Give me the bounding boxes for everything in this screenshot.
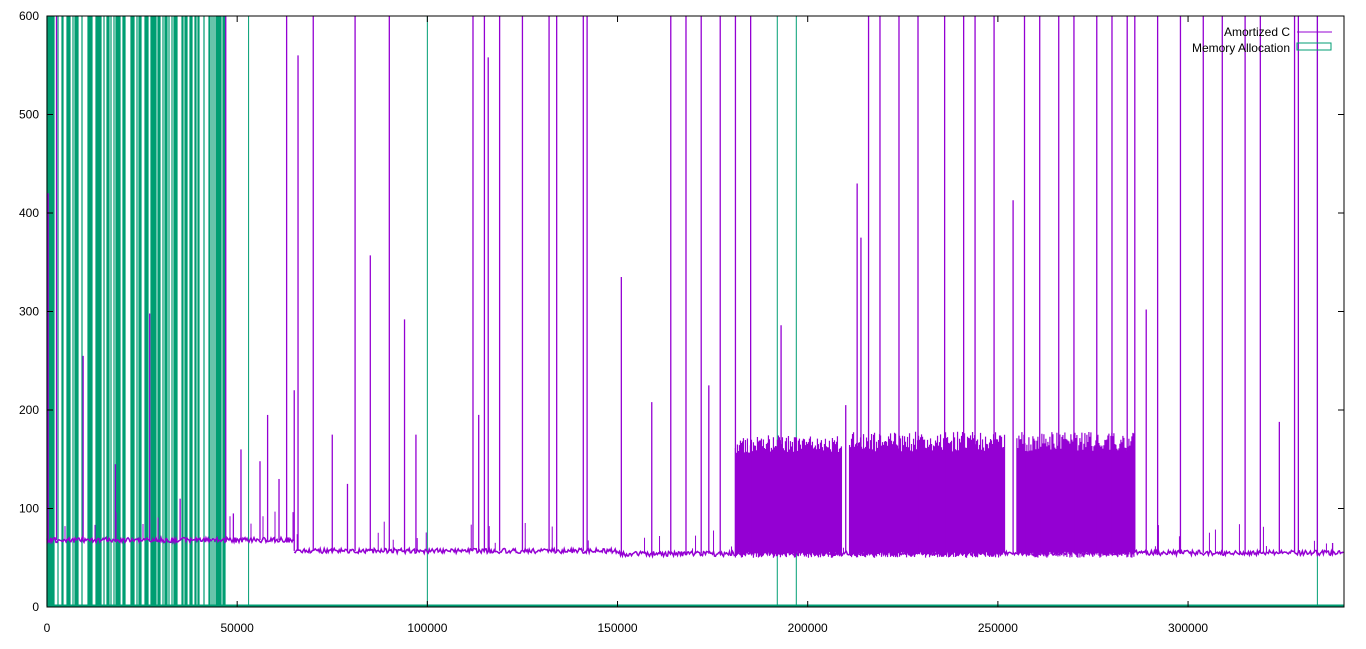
- y-tick-label: 200: [19, 403, 39, 417]
- x-tick-label: 200000: [788, 621, 828, 635]
- amortized-baseline: [293, 545, 618, 556]
- amortized-baseline: [616, 548, 736, 559]
- series-memory-allocation: [46, 16, 1344, 608]
- x-tick-label: 250000: [978, 621, 1018, 635]
- series-amortized: [46, 16, 1344, 559]
- amortized-dense-band: [848, 431, 1006, 558]
- series-layer: [46, 16, 1344, 608]
- legend: Amortized C Memory Allocation: [1192, 25, 1332, 55]
- x-tick-label: 0: [44, 621, 51, 635]
- x-tick-label: 300000: [1168, 621, 1208, 635]
- amortized-baseline: [46, 534, 295, 546]
- x-tick-label: 50000: [220, 621, 254, 635]
- amortized-dense-band: [1016, 432, 1135, 558]
- legend-swatch-memory-allocation: [1296, 42, 1332, 51]
- x-tick-label: 100000: [407, 621, 447, 635]
- ticks-layer: 0 100 200 300 400 500 600 0 50000 100000 150000 200…: [19, 9, 1344, 635]
- y-tick-label: 0: [32, 600, 39, 614]
- legend-label-memory-allocation: Memory Allocation: [1192, 41, 1290, 55]
- y-tick-label: 600: [19, 9, 39, 23]
- legend-label-amortized: Amortized C: [1224, 25, 1290, 39]
- y-tick-label: 300: [19, 305, 39, 319]
- y-tick-label: 100: [19, 502, 39, 516]
- amortized-dense-band: [734, 435, 843, 558]
- y-tick-label: 400: [19, 206, 39, 220]
- x-tick-label: 150000: [598, 621, 638, 635]
- y-tick-label: 500: [19, 108, 39, 122]
